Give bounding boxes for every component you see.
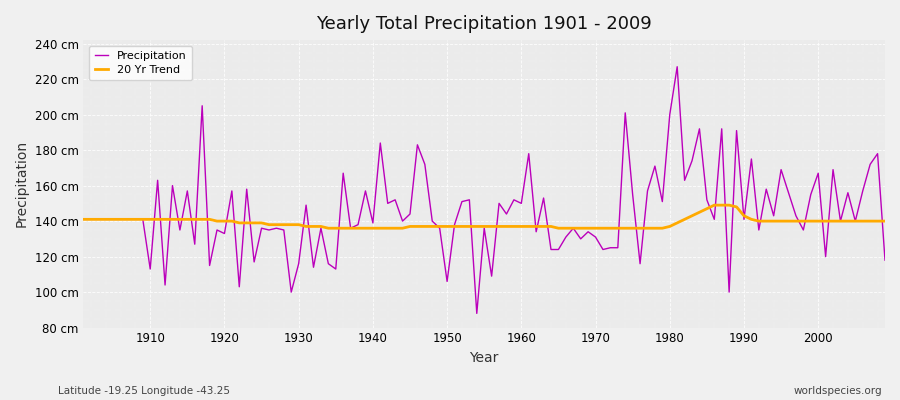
20 Yr Trend bbox=[323, 226, 334, 231]
Text: worldspecies.org: worldspecies.org bbox=[794, 386, 882, 396]
Precipitation bbox=[523, 151, 534, 156]
20 Yr Trend bbox=[138, 217, 148, 222]
X-axis label: Year: Year bbox=[470, 351, 499, 365]
Legend: Precipitation, 20 Yr Trend: Precipitation, 20 Yr Trend bbox=[89, 46, 192, 80]
Precipitation bbox=[138, 217, 148, 222]
Precipitation bbox=[516, 201, 526, 206]
Precipitation bbox=[671, 64, 682, 69]
Precipitation bbox=[879, 258, 890, 262]
Line: 20 Yr Trend: 20 Yr Trend bbox=[84, 205, 885, 228]
20 Yr Trend bbox=[301, 224, 311, 229]
20 Yr Trend bbox=[516, 224, 526, 229]
20 Yr Trend bbox=[879, 219, 890, 224]
20 Yr Trend bbox=[612, 226, 623, 231]
Precipitation bbox=[612, 245, 623, 250]
Precipitation bbox=[78, 217, 89, 222]
20 Yr Trend bbox=[523, 224, 534, 229]
Y-axis label: Precipitation: Precipitation bbox=[15, 140, 29, 228]
20 Yr Trend bbox=[353, 226, 364, 231]
Precipitation bbox=[301, 203, 311, 208]
Title: Yearly Total Precipitation 1901 - 2009: Yearly Total Precipitation 1901 - 2009 bbox=[316, 15, 652, 33]
Precipitation bbox=[346, 226, 356, 231]
20 Yr Trend bbox=[78, 217, 89, 222]
Line: Precipitation: Precipitation bbox=[84, 67, 885, 313]
Precipitation bbox=[472, 311, 482, 316]
20 Yr Trend bbox=[709, 203, 720, 208]
Text: Latitude -19.25 Longitude -43.25: Latitude -19.25 Longitude -43.25 bbox=[58, 386, 230, 396]
